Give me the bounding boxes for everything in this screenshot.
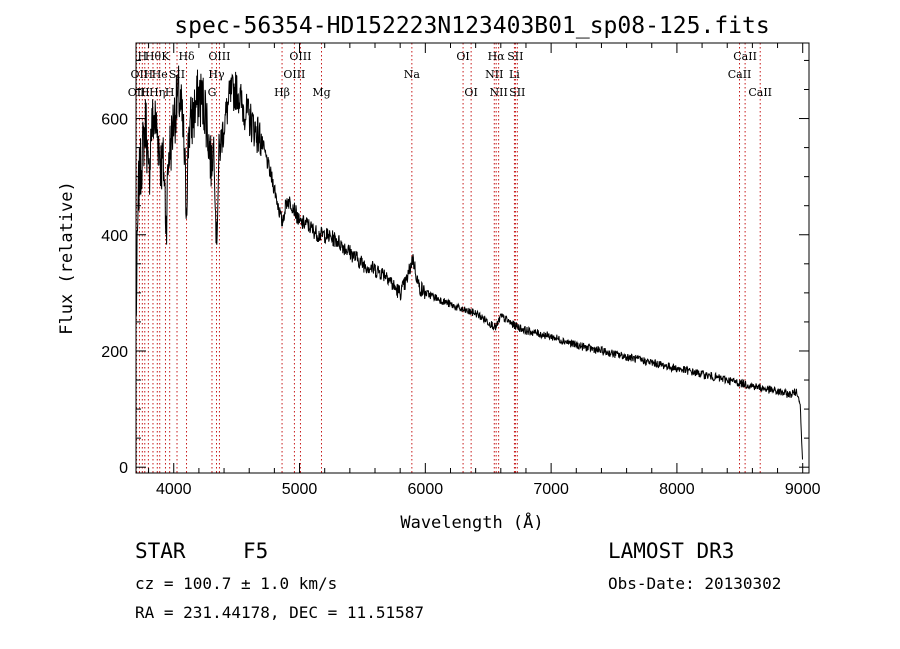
line-label: OII xyxy=(128,86,146,99)
x-tick-label: 4000 xyxy=(156,481,192,498)
spectrum-chart: spec-56354-HD152223N123403B01_sp08-125.f… xyxy=(57,13,821,533)
line-label: Hδ xyxy=(178,50,195,63)
line-label: G xyxy=(208,86,217,99)
y-tick-label: 400 xyxy=(101,228,128,245)
line-label: NII xyxy=(490,86,508,99)
y-axis-label: Flux (relative) xyxy=(57,181,77,335)
line-label: OII xyxy=(131,68,149,81)
line-label: CaII xyxy=(748,86,772,99)
line-label: Hη xyxy=(149,86,165,99)
line-label: OI xyxy=(456,50,469,63)
line-label: SII xyxy=(169,68,185,81)
line-label: H xyxy=(137,50,147,63)
line-label: H xyxy=(144,68,154,81)
chart-title: spec-56354-HD152223N123403B01_sp08-125.f… xyxy=(174,13,769,39)
plot-frame xyxy=(135,42,810,474)
line-label: OIII xyxy=(289,50,311,63)
line-label: K xyxy=(161,50,170,63)
line-label: Hθ xyxy=(145,50,162,63)
spectrum-line xyxy=(135,65,803,460)
survey-name: LAMOST DR3 xyxy=(608,539,735,563)
spectral-line-labels: OIIOIIHHHHθHηHeKHSIIHδGHγOIIIHβOIIIOIIIM… xyxy=(128,50,772,99)
y-tick-label: 600 xyxy=(101,112,128,129)
line-label: Na xyxy=(404,68,421,81)
x-tick-label: 5000 xyxy=(282,481,318,498)
x-tick-label: 7000 xyxy=(533,481,569,498)
line-label: H xyxy=(165,86,175,99)
x-tick-label: 6000 xyxy=(408,481,444,498)
star-class: STAR xyxy=(135,539,186,563)
line-label: OI xyxy=(464,86,477,99)
line-label: Hα xyxy=(488,50,506,63)
x-axis-label: Wavelength (Å) xyxy=(400,511,543,533)
line-label: SII xyxy=(507,50,523,63)
coordinates-readout: RA = 231.44178, DEC = 11.51587 xyxy=(135,603,424,622)
observation-date: Obs-Date: 20130302 xyxy=(608,574,782,593)
line-label: CaII xyxy=(733,50,757,63)
x-tick-label: 9000 xyxy=(785,481,821,498)
line-label: SII xyxy=(509,86,525,99)
redshift-readout: cz = 100.7 ± 1.0 km/s xyxy=(135,574,338,593)
star-subclass: F5 xyxy=(243,539,269,563)
line-label: Li xyxy=(509,68,520,81)
y-tick-label: 200 xyxy=(101,344,128,361)
tick-labels: 4000 5000 6000 7000 8000 9000 0 200 400 600 xyxy=(101,112,820,498)
line-label: NII xyxy=(485,68,503,81)
spectral-line-markers xyxy=(136,43,761,473)
line-label: H xyxy=(140,86,150,99)
line-label: CaII xyxy=(728,68,752,81)
line-label: Hγ xyxy=(208,68,225,81)
line-label: OIII xyxy=(283,68,305,81)
axis-ticks xyxy=(136,43,809,473)
line-label: OIII xyxy=(208,50,230,63)
y-tick-label: 0 xyxy=(119,460,128,477)
x-tick-label: 8000 xyxy=(659,481,695,498)
line-label: He xyxy=(152,68,168,81)
line-label: Mg xyxy=(312,86,330,99)
line-label: Hβ xyxy=(274,86,290,99)
